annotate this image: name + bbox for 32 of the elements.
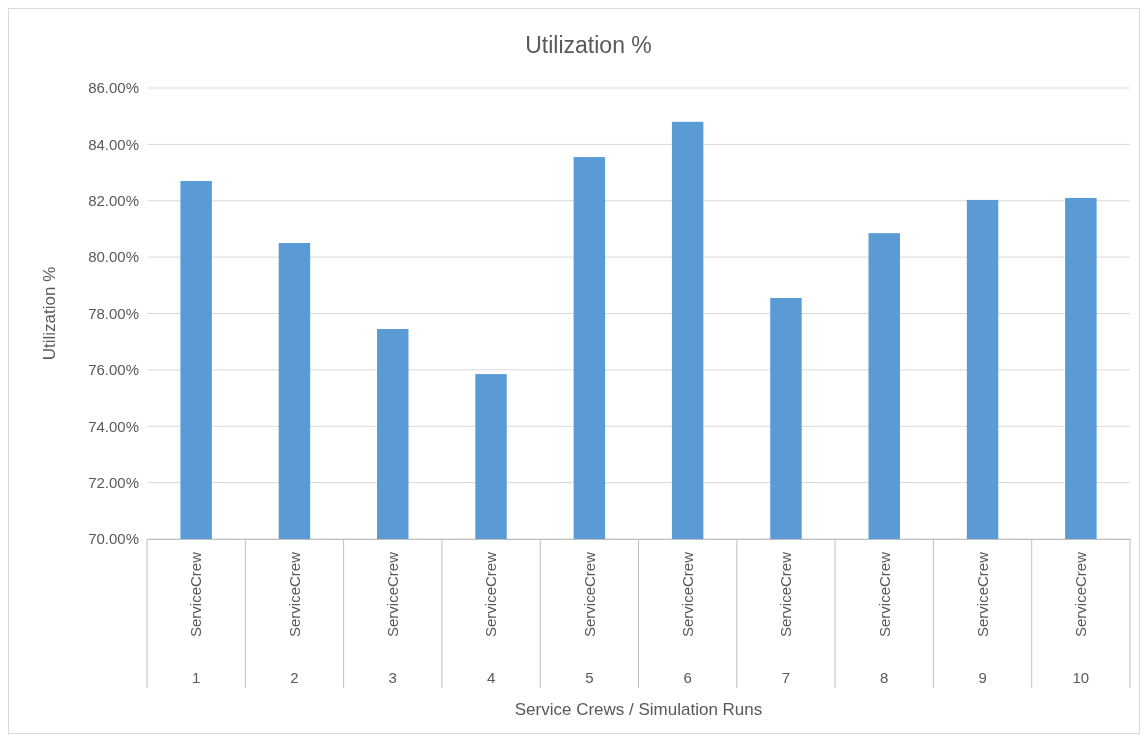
y-tick-label: 72.00% (88, 473, 139, 491)
text: 6 (683, 669, 692, 686)
x-tick-label: ServiceCrew (187, 551, 205, 638)
text: 3 (388, 669, 397, 686)
y-tick-label: 78.00% (88, 304, 139, 322)
y-tick-label: 70.00% (88, 530, 139, 548)
x-tick-label: ServiceCrew (875, 551, 893, 638)
x-axis-title: Service Crews / Simulation Runs (514, 700, 763, 719)
text: 5 (585, 669, 594, 686)
x-tick-label: ServiceCrew (973, 551, 991, 638)
text: 7 (781, 669, 791, 686)
y-tick-label: 86.00% (88, 79, 139, 97)
text: 4 (486, 669, 496, 686)
x-tick-label: ServiceCrew (580, 551, 598, 638)
x-tick-label: ServiceCrew (482, 551, 500, 638)
x-tick-label: ServiceCrew (285, 551, 303, 638)
text: 2 (290, 669, 299, 686)
text: 10 (1072, 669, 1090, 686)
y-tick-label: 82.00% (88, 192, 139, 210)
x-tick-label: ServiceCrew (678, 551, 696, 638)
x-tick-label: ServiceCrew (777, 551, 795, 638)
y-tick-label: 74.00% (88, 417, 139, 435)
y-tick-label: 80.00% (88, 248, 139, 266)
text: 8 (880, 669, 889, 686)
chart-title: Utilization % (525, 32, 652, 58)
x-tick-label: ServiceCrew (1072, 551, 1090, 638)
text: 1 (191, 669, 201, 686)
y-axis-title: Utilization % (40, 266, 59, 361)
y-tick-label: 84.00% (88, 135, 139, 153)
text: 9 (978, 669, 987, 686)
x-tick-label: ServiceCrew (384, 551, 401, 638)
y-tick-label: 76.00% (88, 361, 139, 379)
